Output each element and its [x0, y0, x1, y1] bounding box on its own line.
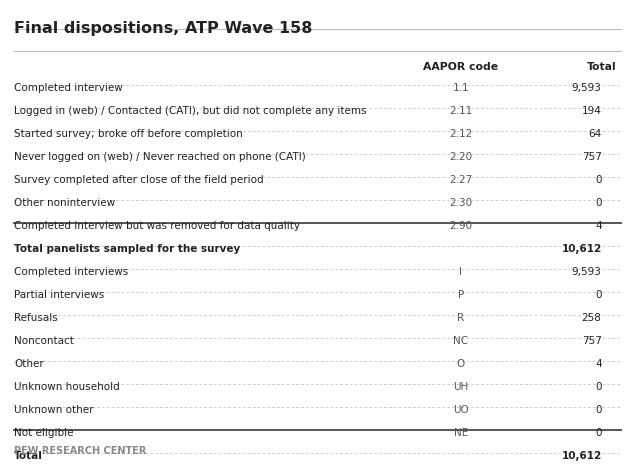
Text: UH: UH [453, 382, 468, 392]
Text: 757: 757 [582, 152, 602, 162]
Text: R: R [457, 313, 465, 323]
Text: 2.11: 2.11 [449, 106, 472, 116]
Text: 4: 4 [595, 221, 602, 231]
Text: Not eligible: Not eligible [14, 428, 74, 438]
Text: 0: 0 [595, 382, 602, 392]
Text: 1.1: 1.1 [452, 83, 469, 93]
Text: Total panelists sampled for the survey: Total panelists sampled for the survey [14, 244, 241, 254]
Text: 9,593: 9,593 [572, 267, 602, 277]
Text: NC: NC [453, 336, 468, 346]
Text: 9,593: 9,593 [572, 83, 602, 93]
Text: 258: 258 [582, 313, 602, 323]
Text: O: O [457, 359, 465, 369]
Text: 2.20: 2.20 [449, 152, 472, 162]
Text: P: P [458, 290, 464, 300]
Text: Other: Other [14, 359, 44, 369]
Text: Partial interviews: Partial interviews [14, 290, 104, 300]
Text: Noncontact: Noncontact [14, 336, 74, 346]
Text: 0: 0 [595, 175, 602, 185]
Text: 2.27: 2.27 [449, 175, 472, 185]
Text: 2.12: 2.12 [449, 129, 472, 139]
Text: PEW RESEARCH CENTER: PEW RESEARCH CENTER [14, 446, 147, 456]
Text: 4: 4 [595, 359, 602, 369]
Text: Completed interview: Completed interview [14, 83, 123, 93]
Text: Completed interviews: Completed interviews [14, 267, 129, 277]
Text: AAPOR code: AAPOR code [423, 62, 499, 72]
Text: Started survey; broke off before completion: Started survey; broke off before complet… [14, 129, 243, 139]
Text: Other noninterview: Other noninterview [14, 198, 115, 208]
Text: Total: Total [587, 62, 616, 72]
Text: 0: 0 [595, 405, 602, 415]
Text: 10,612: 10,612 [561, 451, 602, 461]
Text: Unknown other: Unknown other [14, 405, 93, 415]
Text: 0: 0 [595, 428, 602, 438]
Text: Logged in (web) / Contacted (CATI), but did not complete any items: Logged in (web) / Contacted (CATI), but … [14, 106, 367, 116]
Text: NE: NE [454, 428, 468, 438]
Text: Unknown household: Unknown household [14, 382, 120, 392]
Text: Refusals: Refusals [14, 313, 58, 323]
Text: 194: 194 [582, 106, 602, 116]
Text: Total: Total [14, 451, 43, 461]
Text: 757: 757 [582, 336, 602, 346]
Text: Completed interview but was removed for data quality: Completed interview but was removed for … [14, 221, 300, 231]
Text: 0: 0 [595, 198, 602, 208]
Text: 2.30: 2.30 [449, 198, 472, 208]
Text: 64: 64 [588, 129, 602, 139]
Text: I: I [460, 267, 462, 277]
Text: Survey completed after close of the field period: Survey completed after close of the fiel… [14, 175, 264, 185]
Text: Final dispositions, ATP Wave 158: Final dispositions, ATP Wave 158 [14, 21, 312, 36]
Text: 0: 0 [595, 290, 602, 300]
Text: UO: UO [453, 405, 468, 415]
Text: Never logged on (web) / Never reached on phone (CATI): Never logged on (web) / Never reached on… [14, 152, 306, 162]
Text: 10,612: 10,612 [561, 244, 602, 254]
Text: 2.90: 2.90 [449, 221, 472, 231]
